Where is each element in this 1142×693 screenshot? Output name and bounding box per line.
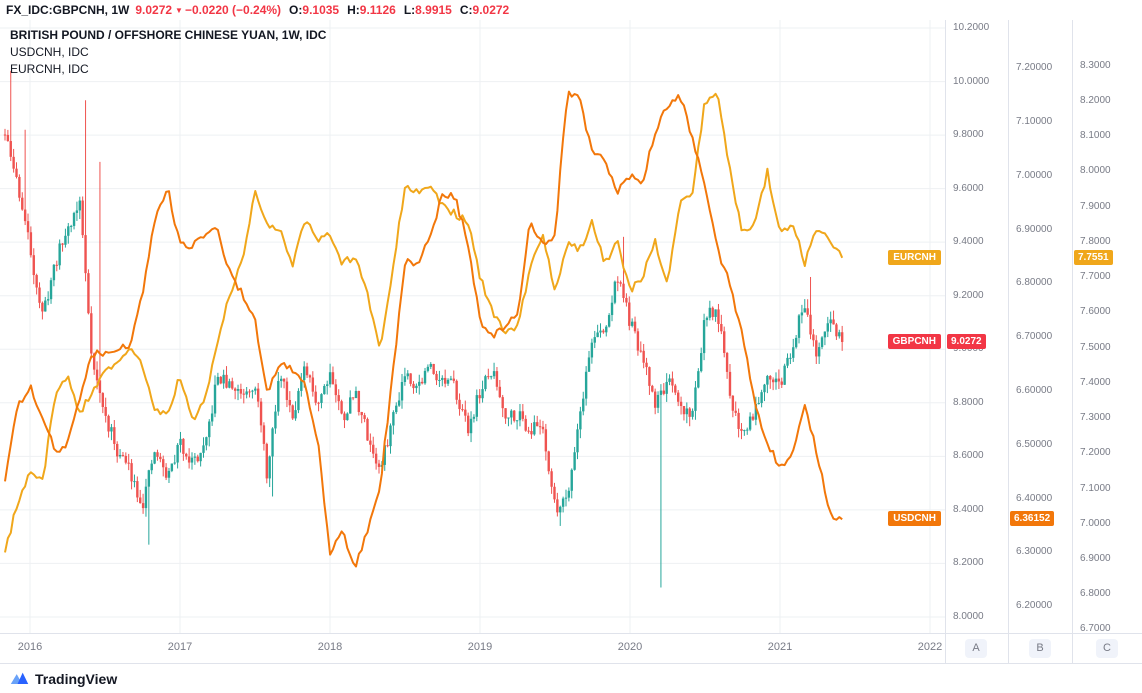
price-label-eurcnh: 7.7551	[1074, 249, 1113, 265]
axis-tick-label: 9.2000	[953, 289, 984, 301]
axis-tick-label: 8.6000	[953, 450, 984, 462]
axis-tick-label: 7.4000	[1080, 376, 1111, 388]
symbol-info-bar: FX_IDC:GBPCNH, 1W 9.0272 ▼ −0.0220 (−0.2…	[0, 0, 1142, 20]
axis-tick-label: 8.2000	[953, 557, 984, 569]
year-label: 2018	[317, 641, 343, 653]
year-label: 2020	[617, 641, 643, 653]
axis-tick-label: 7.00000	[1016, 169, 1053, 181]
open-value: 9.1035	[302, 3, 340, 17]
chart-legend: BRITISH POUND / OFFSHORE CHINESE YUAN, 1…	[10, 27, 326, 78]
axis-tick-label: 6.70000	[1016, 331, 1053, 343]
axis-tick-label: 9.6000	[953, 182, 984, 194]
tradingview-logo-icon	[10, 669, 29, 688]
axis-tick-label: 6.20000	[1016, 600, 1053, 612]
axis-tick-label: 6.9000	[1080, 553, 1111, 565]
series-tag-gbpcnh: GBPCNH	[887, 333, 941, 349]
price-scale-c-button[interactable]: C	[1096, 639, 1118, 658]
open-label: O:	[289, 3, 303, 17]
axis-tick-label: 7.5000	[1080, 341, 1111, 353]
close-label: C:	[459, 3, 473, 17]
legend-eurcnh[interactable]: EURCNH, IDC	[10, 62, 89, 76]
axis-tick-label: 8.2000	[1080, 95, 1111, 107]
series-tag-eurcnh: EURCNH	[888, 249, 941, 265]
axis-tick-label: 8.0000	[953, 610, 984, 622]
year-label: 2021	[767, 641, 793, 653]
axis-tick-label: 9.4000	[953, 236, 984, 248]
axis-tick-label: 6.60000	[1016, 385, 1053, 397]
axis-tick-label: 9.8000	[953, 129, 984, 141]
axis-tick-label: 7.20000	[1016, 62, 1053, 74]
year-label: 2016	[17, 641, 43, 653]
axis-tick-label: 7.2000	[1080, 447, 1111, 459]
year-label: 2017	[167, 641, 193, 653]
price-change: −0.0220 (−0.24%)	[184, 3, 282, 17]
axis-tick-label: 10.2000	[953, 22, 990, 34]
last-price: 9.0272	[135, 3, 173, 17]
high-label: H:	[347, 3, 360, 17]
down-arrow-icon: ▼	[175, 5, 183, 15]
axis-tick-label: 6.40000	[1016, 492, 1053, 504]
axis-tick-label: 7.6000	[1080, 306, 1111, 318]
axis-tick-label: 6.80000	[1016, 277, 1053, 289]
price-chart-canvas[interactable]	[0, 20, 945, 633]
price-label-usdcnh: 6.36152	[1010, 511, 1055, 527]
axis-tick-label: 7.1000	[1080, 482, 1111, 494]
axis-tick-label: 7.8000	[1080, 235, 1111, 247]
axis-tick-label: 7.3000	[1080, 412, 1111, 424]
scale-divider	[945, 20, 946, 663]
price-scale-b[interactable]: 7.20000 7.10000 7.00000 6.90000 6.80000 6.700…	[1009, 20, 1071, 633]
axis-tick-label: 8.1000	[1080, 130, 1111, 142]
axis-tick-label: 8.8000	[953, 396, 984, 408]
price-scale-c[interactable]: 8.3000 8.2000 8.1000 8.0000 7.9000 7.8000 7.70…	[1073, 20, 1141, 635]
close-value: 9.0272	[472, 3, 510, 17]
axis-tick-label: 7.10000	[1016, 116, 1053, 128]
time-axis-divider	[0, 633, 1142, 634]
low-value: 8.9915	[415, 3, 452, 17]
year-label: 2022	[917, 641, 943, 653]
axis-tick-label: 6.8000	[1080, 588, 1111, 600]
axis-tick-label: 10.0000	[953, 75, 990, 87]
tradingview-link[interactable]: TradingView	[10, 669, 117, 688]
axis-tick-label: 6.30000	[1016, 546, 1053, 558]
price-label-gbpcnh: 9.0272	[947, 333, 986, 349]
axis-tick-label: 8.0000	[1080, 165, 1111, 177]
footer-bar: TradingView	[0, 664, 1142, 693]
price-scale-a[interactable]: 10.2000 10.0000 9.8000 9.6000 9.4000 9.2000 9.…	[946, 20, 1007, 633]
scale-divider	[1072, 20, 1073, 663]
axis-tick-label: 6.50000	[1016, 438, 1053, 450]
time-axis[interactable]: 2016 2017 2018 2019 2020 2021 2022	[0, 633, 945, 663]
axis-tick-label: 8.3000	[1080, 59, 1111, 71]
price-scale-b-button[interactable]: B	[1029, 639, 1051, 658]
tradingview-wordmark: TradingView	[35, 670, 118, 687]
series-tag-usdcnh: USDCNH	[888, 511, 941, 527]
axis-tick-label: 7.0000	[1080, 517, 1111, 529]
axis-tick-label: 7.7000	[1080, 271, 1111, 283]
footer-divider	[0, 663, 1142, 664]
symbol-title: FX_IDC:GBPCNH, 1W	[6, 3, 130, 17]
axis-tick-label: 8.4000	[953, 503, 984, 515]
axis-tick-label: 7.9000	[1080, 200, 1111, 212]
legend-main-series[interactable]: BRITISH POUND / OFFSHORE CHINESE YUAN, 1…	[10, 28, 327, 42]
year-label: 2019	[467, 641, 493, 653]
price-scale-a-button[interactable]: A	[965, 639, 987, 658]
scale-divider	[1008, 20, 1009, 663]
high-value: 9.1126	[359, 3, 396, 17]
axis-tick-label: 6.7000	[1080, 623, 1111, 635]
axis-tick-label: 6.90000	[1016, 223, 1053, 235]
legend-usdcnh[interactable]: USDCNH, IDC	[10, 45, 89, 59]
low-label: L:	[403, 3, 416, 17]
